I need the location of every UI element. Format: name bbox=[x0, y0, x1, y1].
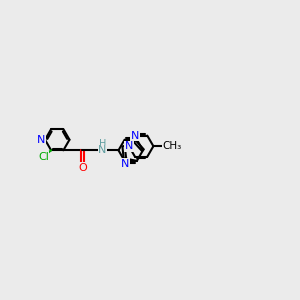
Text: N: N bbox=[121, 159, 129, 169]
Text: CH₃: CH₃ bbox=[162, 141, 182, 151]
Text: N: N bbox=[125, 141, 133, 151]
Text: H: H bbox=[99, 139, 106, 149]
Text: O: O bbox=[78, 163, 87, 173]
Text: N: N bbox=[98, 145, 107, 155]
Text: Cl: Cl bbox=[38, 152, 49, 162]
Text: N: N bbox=[130, 131, 139, 141]
Text: N: N bbox=[37, 135, 45, 145]
